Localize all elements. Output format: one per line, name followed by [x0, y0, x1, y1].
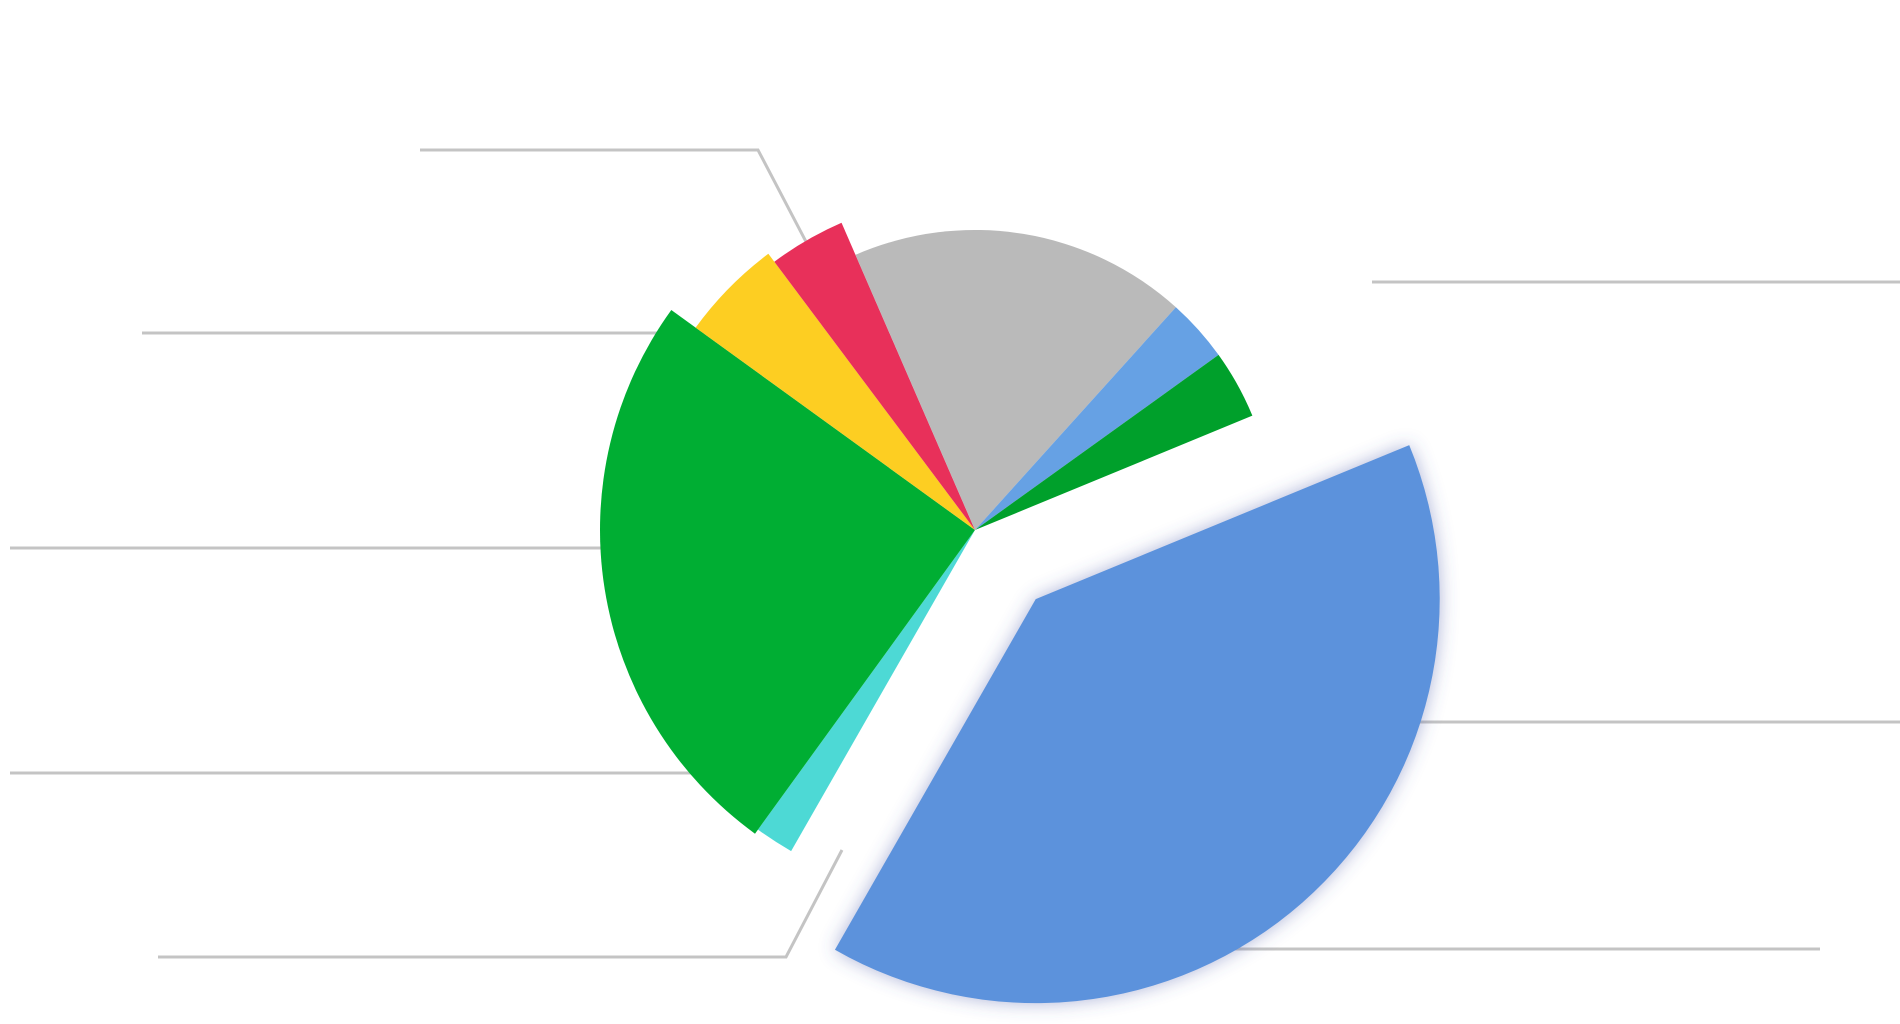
pie-slice [757, 530, 975, 852]
leader-line [158, 849, 844, 959]
pie-slices [599, 222, 1440, 1004]
pie-slice [834, 445, 1440, 1004]
pie-slice [975, 307, 1219, 530]
pie-slice [695, 253, 975, 530]
pie-slice [975, 354, 1253, 530]
pie-slice [599, 310, 975, 834]
pie-slice [774, 222, 975, 530]
pie-slice [855, 229, 1176, 530]
